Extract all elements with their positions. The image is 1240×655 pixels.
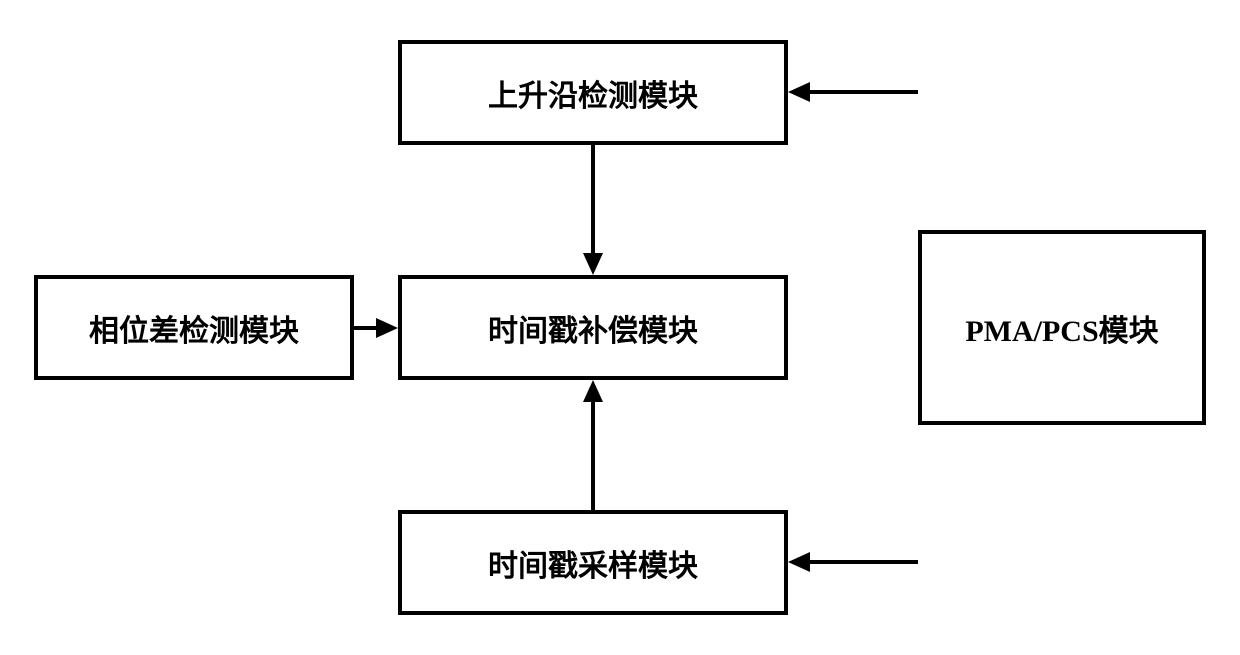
edge-left-to-center-line — [354, 326, 376, 330]
node-right: PMA/PCS模块 — [918, 230, 1206, 425]
node-bottom-label: 时间戳采样模块 — [488, 541, 698, 585]
edge-right-to-bottom-line — [810, 560, 918, 564]
edge-bottom-to-center-line — [591, 402, 595, 510]
node-center-label: 时间戳补偿模块 — [488, 306, 698, 350]
edge-left-to-center-head — [376, 318, 398, 338]
node-left-label: 相位差检测模块 — [89, 306, 299, 350]
edge-right-to-top-head — [788, 82, 810, 102]
node-center: 时间戳补偿模块 — [398, 275, 788, 380]
node-top-label: 上升沿检测模块 — [488, 71, 698, 115]
node-right-label: PMA/PCS模块 — [965, 306, 1158, 350]
node-top: 上升沿检测模块 — [398, 40, 788, 145]
edge-top-to-center-line — [591, 145, 595, 253]
diagram-canvas: 上升沿检测模块相位差检测模块 时间戳补偿模块 PMA/PCS模块时间戳采样模块 — [0, 0, 1240, 655]
edge-right-to-bottom-head — [788, 552, 810, 572]
node-bottom: 时间戳采样模块 — [398, 510, 788, 615]
edge-right-to-top-line — [810, 90, 918, 94]
edge-top-to-center-head — [583, 253, 603, 275]
node-left: 相位差检测模块 — [34, 275, 354, 380]
edge-bottom-to-center-head — [583, 380, 603, 402]
